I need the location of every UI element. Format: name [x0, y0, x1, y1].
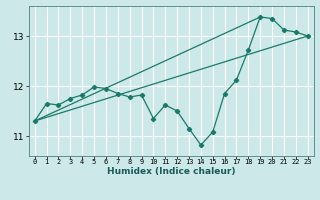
X-axis label: Humidex (Indice chaleur): Humidex (Indice chaleur) — [107, 167, 236, 176]
